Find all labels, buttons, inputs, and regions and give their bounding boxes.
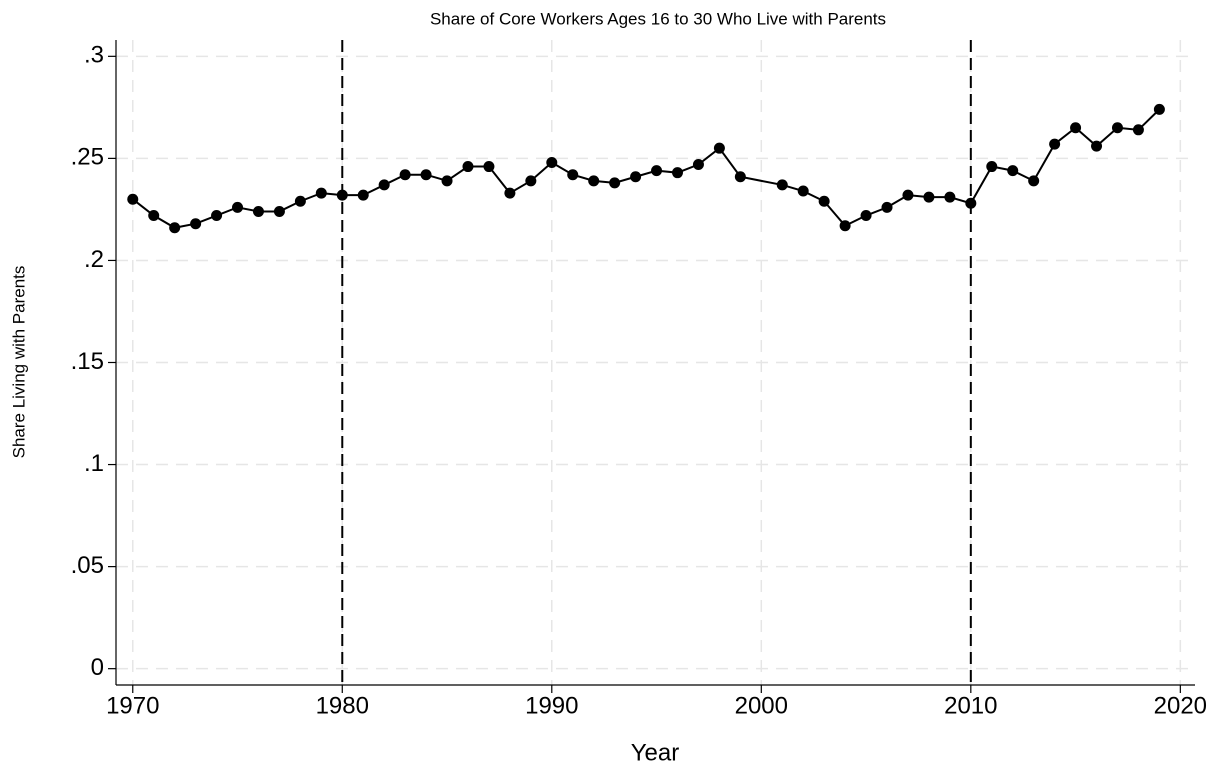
data-point [651,165,663,177]
chart-title: Share of Core Workers Ages 16 to 30 Who … [430,9,886,28]
data-point [1028,175,1040,187]
data-point [1049,138,1061,150]
data-point [588,175,600,187]
data-point [1153,103,1165,115]
y-tick-label: .3 [84,42,104,69]
data-point [630,171,642,183]
data-line [132,108,1161,229]
data-point [1091,140,1103,152]
data-point [1111,122,1123,134]
data-point [294,195,306,207]
x-tick-label: 1970 [106,692,159,719]
data-point [860,210,872,222]
data-point [1070,122,1082,134]
data-point [232,201,244,213]
x-axis-label: Year [631,739,680,766]
data-point [336,189,348,201]
data-point [483,161,495,173]
data-point [378,179,390,191]
data-point [252,205,264,217]
data-point [504,187,516,199]
data-point [692,159,704,171]
data-point [671,167,683,179]
data-point [546,156,558,168]
data-point [944,191,956,203]
data-point [839,220,851,232]
data-point [357,189,369,201]
data-point [965,197,977,209]
data-point [127,193,139,205]
data-point [713,142,725,154]
data-point [797,185,809,197]
y-tick-label: .25 [71,144,104,171]
data-point [567,169,579,181]
data-point [273,205,285,217]
data-point [1132,124,1144,136]
data-point [399,169,411,181]
data-point [986,161,998,173]
y-tick-label: .15 [71,348,104,375]
data-point [169,222,181,234]
x-tick-label: 2020 [1154,692,1207,719]
data-point [881,201,893,213]
x-tick-label: 2010 [944,692,997,719]
data-point [211,210,223,222]
data-point [902,189,914,201]
data-point [923,191,935,203]
y-tick-label: .2 [84,246,104,273]
x-tick-label: 1980 [316,692,369,719]
data-point [609,177,621,189]
data-point [148,210,160,222]
x-tick-label: 2000 [735,692,788,719]
y-tick-label: 0 [91,654,104,681]
data-point [1007,165,1019,177]
data-point [441,175,453,187]
y-tick-label: .1 [84,450,104,477]
y-axis-label: Share Living with Parents [9,266,28,459]
data-point [462,161,474,173]
x-tick-label: 1990 [525,692,578,719]
data-point [818,195,830,207]
data-point [734,171,746,183]
data-point [190,218,202,230]
data-point [315,187,327,199]
data-point [420,169,432,181]
data-point [525,175,537,187]
data-point [776,179,788,191]
y-tick-label: .05 [71,552,104,579]
